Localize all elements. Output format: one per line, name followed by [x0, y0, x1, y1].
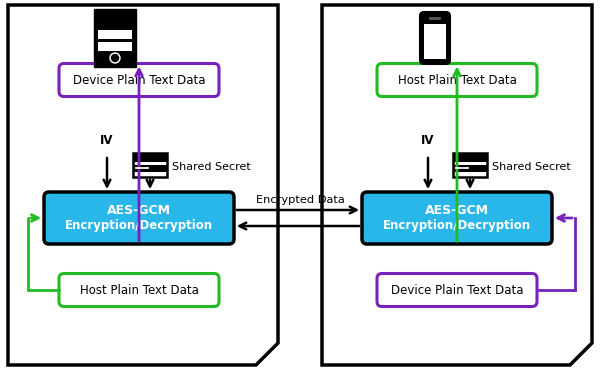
Polygon shape	[8, 5, 278, 365]
Text: Host Plain Text Data: Host Plain Text Data	[80, 284, 199, 297]
Text: Encryption/Decryption: Encryption/Decryption	[65, 219, 213, 232]
FancyBboxPatch shape	[420, 12, 450, 64]
FancyBboxPatch shape	[59, 63, 219, 96]
Text: Host Plain Text Data: Host Plain Text Data	[398, 74, 517, 87]
Text: AES-GCM: AES-GCM	[425, 204, 489, 216]
FancyBboxPatch shape	[98, 30, 132, 39]
Text: Shared Secret: Shared Secret	[172, 162, 251, 172]
FancyBboxPatch shape	[94, 9, 136, 67]
FancyBboxPatch shape	[98, 42, 132, 51]
Text: Device Plain Text Data: Device Plain Text Data	[391, 284, 523, 297]
Circle shape	[112, 54, 119, 62]
Text: Encryption/Decryption: Encryption/Decryption	[383, 219, 531, 232]
FancyBboxPatch shape	[377, 273, 537, 306]
Text: Shared Secret: Shared Secret	[492, 162, 571, 172]
FancyBboxPatch shape	[453, 153, 487, 177]
Text: Device Plain Text Data: Device Plain Text Data	[73, 74, 205, 87]
Text: AES-GCM: AES-GCM	[107, 204, 171, 216]
FancyBboxPatch shape	[59, 273, 219, 306]
FancyBboxPatch shape	[424, 24, 446, 58]
FancyBboxPatch shape	[377, 63, 537, 96]
Text: IV: IV	[100, 134, 114, 147]
Polygon shape	[322, 5, 592, 365]
FancyBboxPatch shape	[133, 153, 167, 162]
FancyBboxPatch shape	[453, 165, 487, 172]
FancyBboxPatch shape	[44, 192, 234, 244]
FancyBboxPatch shape	[362, 192, 552, 244]
FancyBboxPatch shape	[133, 153, 167, 177]
Text: IV: IV	[421, 134, 435, 147]
FancyBboxPatch shape	[429, 17, 441, 20]
FancyBboxPatch shape	[453, 153, 487, 162]
Circle shape	[110, 53, 120, 63]
FancyBboxPatch shape	[133, 165, 167, 172]
Text: Encrypted Data: Encrypted Data	[256, 195, 344, 205]
